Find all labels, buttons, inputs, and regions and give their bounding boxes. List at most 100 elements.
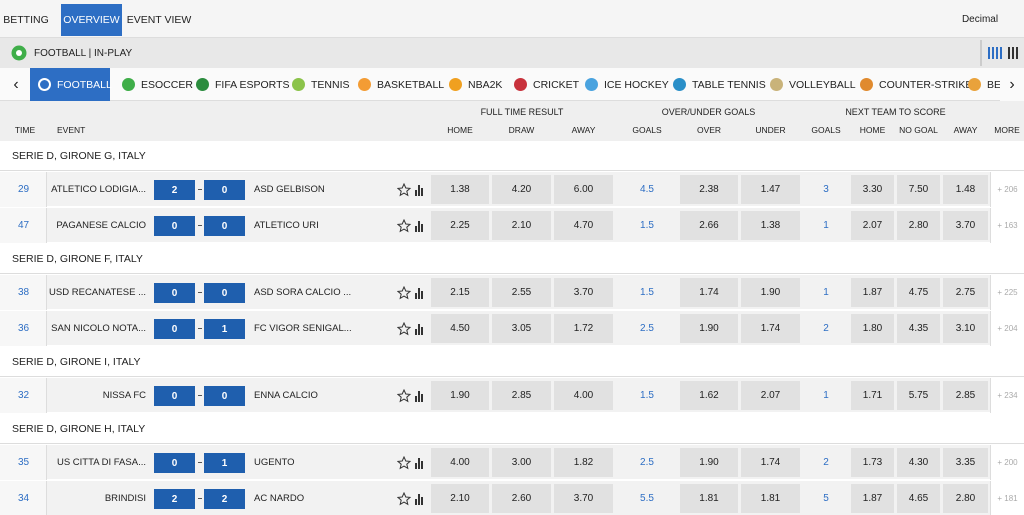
- sport-tab[interactable]: ESOCCER: [141, 78, 193, 91]
- odds-cell[interactable]: 2.66: [680, 211, 738, 240]
- odds-cell[interactable]: 1.90: [741, 278, 800, 307]
- sport-tab[interactable]: NBA2K: [468, 78, 503, 91]
- odds-cell[interactable]: 3.70: [943, 211, 988, 240]
- away-team[interactable]: UGENTO: [254, 457, 295, 468]
- odds-cell[interactable]: 3.70: [554, 484, 613, 513]
- odds-cell[interactable]: 1.72: [554, 314, 613, 343]
- home-team[interactable]: ATLETICO LODIGIA...: [51, 184, 146, 195]
- sport-tab[interactable]: TENNIS: [311, 78, 350, 91]
- away-team[interactable]: ASD GELBISON: [254, 184, 325, 195]
- layout-toggle[interactable]: [980, 40, 1018, 66]
- scroll-right[interactable]: ›: [1000, 68, 1024, 101]
- odds-cell[interactable]: 1.90: [680, 314, 738, 343]
- odds-cell[interactable]: 3.10: [943, 314, 988, 343]
- odds-cell[interactable]: 3.35: [943, 448, 988, 477]
- favorite-stats-icons[interactable]: [397, 183, 427, 197]
- odds-cell[interactable]: 1.73: [851, 448, 894, 477]
- odds-cell[interactable]: 1.80: [851, 314, 894, 343]
- odds-cell[interactable]: 2.10: [492, 211, 551, 240]
- favorite-stats-icons[interactable]: [397, 286, 427, 300]
- more-markets[interactable]: + 200: [990, 445, 1024, 480]
- odds-cell[interactable]: 7.50: [897, 175, 940, 204]
- favorite-stats-icons[interactable]: [397, 492, 427, 506]
- league-header[interactable]: SERIE D, GIRONE G, ITALY: [0, 141, 1024, 171]
- sport-tab[interactable]: TABLE TENNIS: [692, 78, 766, 91]
- league-header[interactable]: SERIE D, GIRONE F, ITALY: [0, 244, 1024, 274]
- odds-cell[interactable]: 1.62: [680, 381, 738, 410]
- odds-cell[interactable]: 1.81: [680, 484, 738, 513]
- odds-cell[interactable]: 3.30: [851, 175, 894, 204]
- odds-cell[interactable]: 4.75: [897, 278, 940, 307]
- odds-cell[interactable]: 2.10: [431, 484, 489, 513]
- odds-cell[interactable]: 2.07: [741, 381, 800, 410]
- scroll-left[interactable]: ‹: [13, 75, 19, 93]
- odds-cell[interactable]: 1.47: [741, 175, 800, 204]
- odds-cell[interactable]: 4.30: [897, 448, 940, 477]
- sport-tab[interactable]: FOOTBALL: [57, 78, 112, 91]
- odds-cell[interactable]: 1.82: [554, 448, 613, 477]
- odds-cell[interactable]: 4.20: [492, 175, 551, 204]
- nav-tab[interactable]: EVENT VIEW: [126, 14, 192, 26]
- odds-cell[interactable]: 1.87: [851, 278, 894, 307]
- away-team[interactable]: AC NARDO: [254, 493, 305, 504]
- odds-cell[interactable]: 3.05: [492, 314, 551, 343]
- odds-cell[interactable]: 4.35: [897, 314, 940, 343]
- odds-cell[interactable]: 1.74: [680, 278, 738, 307]
- odds-cell[interactable]: 5.75: [897, 381, 940, 410]
- sport-tab[interactable]: BASKETBALL: [377, 78, 445, 91]
- odds-format[interactable]: Decimal: [961, 13, 999, 25]
- favorite-stats-icons[interactable]: [397, 456, 427, 470]
- more-markets[interactable]: + 181: [990, 481, 1024, 515]
- odds-cell[interactable]: 4.65: [897, 484, 940, 513]
- odds-cell[interactable]: 2.80: [897, 211, 940, 240]
- odds-cell[interactable]: 1.71: [851, 381, 894, 410]
- odds-cell[interactable]: 4.50: [431, 314, 489, 343]
- odds-cell[interactable]: 2.07: [851, 211, 894, 240]
- sport-tab[interactable]: ICE HOCKEY: [604, 78, 669, 91]
- sport-tab[interactable]: FIFA ESPORTS: [215, 78, 290, 91]
- odds-cell[interactable]: 3.70: [554, 278, 613, 307]
- away-team[interactable]: FC VIGOR SENIGAL...: [254, 323, 352, 334]
- sport-tab[interactable]: CRICKET: [533, 78, 580, 91]
- favorite-stats-icons[interactable]: [397, 322, 427, 336]
- favorite-stats-icons[interactable]: [397, 219, 427, 233]
- odds-cell[interactable]: 2.85: [492, 381, 551, 410]
- home-team[interactable]: BRINDISI: [104, 493, 146, 504]
- more-markets[interactable]: + 225: [990, 275, 1024, 310]
- odds-cell[interactable]: 1.90: [680, 448, 738, 477]
- odds-cell[interactable]: 4.00: [554, 381, 613, 410]
- home-team[interactable]: USD RECANATESE ...: [49, 287, 146, 298]
- odds-cell[interactable]: 1.81: [741, 484, 800, 513]
- favorite-stats-icons[interactable]: [397, 389, 427, 403]
- more-markets[interactable]: + 234: [990, 378, 1024, 413]
- odds-cell[interactable]: 6.00: [554, 175, 613, 204]
- sport-tab[interactable]: VOLLEYBALL: [789, 78, 856, 91]
- home-team[interactable]: PAGANESE CALCIO: [56, 220, 146, 231]
- away-team[interactable]: ATLETICO URI: [254, 220, 319, 231]
- odds-cell[interactable]: 1.74: [741, 448, 800, 477]
- odds-cell[interactable]: 4.70: [554, 211, 613, 240]
- odds-cell[interactable]: 3.00: [492, 448, 551, 477]
- odds-cell[interactable]: 1.74: [741, 314, 800, 343]
- odds-cell[interactable]: 2.80: [943, 484, 988, 513]
- nav-tab[interactable]: BETTING: [3, 14, 49, 26]
- odds-cell[interactable]: 4.00: [431, 448, 489, 477]
- odds-cell[interactable]: 1.48: [943, 175, 988, 204]
- odds-cell[interactable]: 1.90: [431, 381, 489, 410]
- nav-tab[interactable]: OVERVIEW: [61, 4, 122, 36]
- odds-cell[interactable]: 1.38: [431, 175, 489, 204]
- more-markets[interactable]: + 206: [990, 172, 1024, 207]
- home-team[interactable]: NISSA FC: [102, 390, 146, 401]
- odds-cell[interactable]: 2.38: [680, 175, 738, 204]
- odds-cell[interactable]: 2.60: [492, 484, 551, 513]
- home-team[interactable]: SAN NICOLO NOTA...: [51, 323, 146, 334]
- odds-cell[interactable]: 1.87: [851, 484, 894, 513]
- sport-tab[interactable]: COUNTER-STRIKE: [879, 78, 973, 91]
- odds-cell[interactable]: 1.38: [741, 211, 800, 240]
- odds-cell[interactable]: 2.75: [943, 278, 988, 307]
- league-header[interactable]: SERIE D, GIRONE I, ITALY: [0, 347, 1024, 377]
- more-markets[interactable]: + 163: [990, 208, 1024, 243]
- home-team[interactable]: US CITTA DI FASA...: [56, 457, 146, 468]
- away-team[interactable]: ENNA CALCIO: [254, 390, 318, 401]
- more-markets[interactable]: + 204: [990, 311, 1024, 346]
